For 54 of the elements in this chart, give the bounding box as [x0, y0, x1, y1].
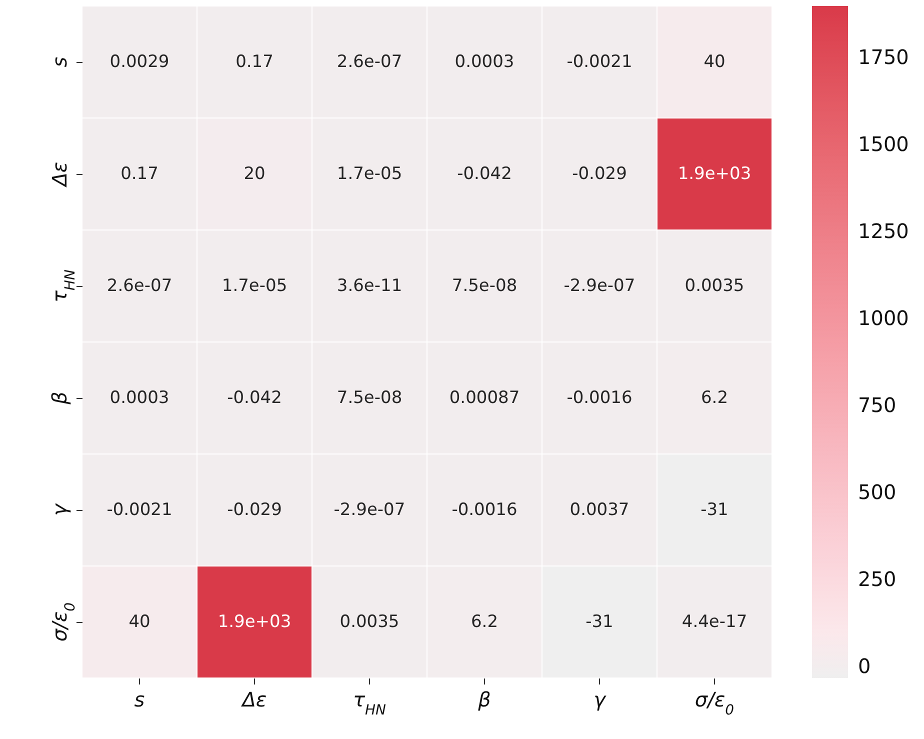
data-label: 0.0029	[110, 52, 170, 72]
data-label: 0.0035	[340, 612, 400, 632]
x-tick-label: γ	[594, 688, 607, 712]
data-label: 0.00087	[449, 388, 520, 408]
x-tick-label: τ$_{HN}$	[352, 688, 387, 718]
data-label: -31	[700, 500, 728, 520]
data-label: 1.9e+03	[218, 612, 292, 632]
data-label: -31	[586, 612, 614, 632]
data-label: 0.17	[120, 164, 158, 184]
data-label: 4.4e-17	[682, 612, 748, 632]
color-bar-label: 0	[858, 654, 871, 678]
color-bar-label: 500	[858, 480, 896, 504]
data-label: -0.029	[572, 164, 627, 184]
data-label: 20	[244, 164, 266, 184]
data-label: 3.6e-11	[336, 276, 402, 296]
data-label: 7.5e-08	[452, 276, 518, 296]
data-label: -0.0016	[452, 500, 518, 520]
y-tick-label: s	[48, 56, 72, 68]
data-label: -2.9e-07	[564, 276, 636, 296]
data-label: 0.0003	[454, 52, 514, 72]
data-label: 6.2	[700, 388, 728, 408]
data-label: 40	[128, 612, 150, 632]
x-tick-label: s	[134, 688, 145, 712]
y-tick-label: Δε	[48, 162, 72, 188]
y-tick-label: β	[48, 391, 72, 406]
data-label: 2.6e-07	[336, 52, 402, 72]
data-label: 7.5e-08	[336, 388, 402, 408]
data-label: -0.0021	[566, 52, 632, 72]
data-label: 1.7e-05	[222, 276, 288, 296]
data-label: 1.9e+03	[678, 164, 752, 184]
data-label: -0.029	[227, 500, 282, 520]
data-label: 0.0003	[110, 388, 170, 408]
data-label: 1.7e-05	[336, 164, 402, 184]
data-label: 6.2	[470, 612, 498, 632]
data-label: 2.6e-07	[106, 276, 172, 296]
color-bar-label: 250	[858, 567, 896, 592]
color-bar-label: 1250	[858, 219, 909, 244]
data-label: 0.0035	[684, 276, 744, 296]
data-label: -0.042	[457, 164, 512, 184]
x-tick-label: σ/ε$_{0}$	[694, 688, 734, 718]
color-bar-label: 1000	[858, 306, 909, 330]
color-bar-label: 1500	[858, 132, 909, 156]
data-label: -0.0016	[566, 388, 632, 408]
data-label: -0.0021	[106, 500, 172, 520]
x-tick-label: Δε	[240, 688, 267, 712]
x-tick-label: β	[477, 688, 492, 712]
color-bar-label: 1750	[858, 45, 909, 70]
data-label: 0.0037	[570, 500, 630, 520]
data-label: 40	[704, 52, 726, 72]
data-label: -2.9e-07	[334, 500, 406, 520]
data-label: 0.17	[236, 52, 274, 72]
color-bar-label: 750	[858, 393, 896, 418]
y-tick-label: γ	[48, 502, 72, 516]
data-label: -0.042	[227, 388, 282, 408]
